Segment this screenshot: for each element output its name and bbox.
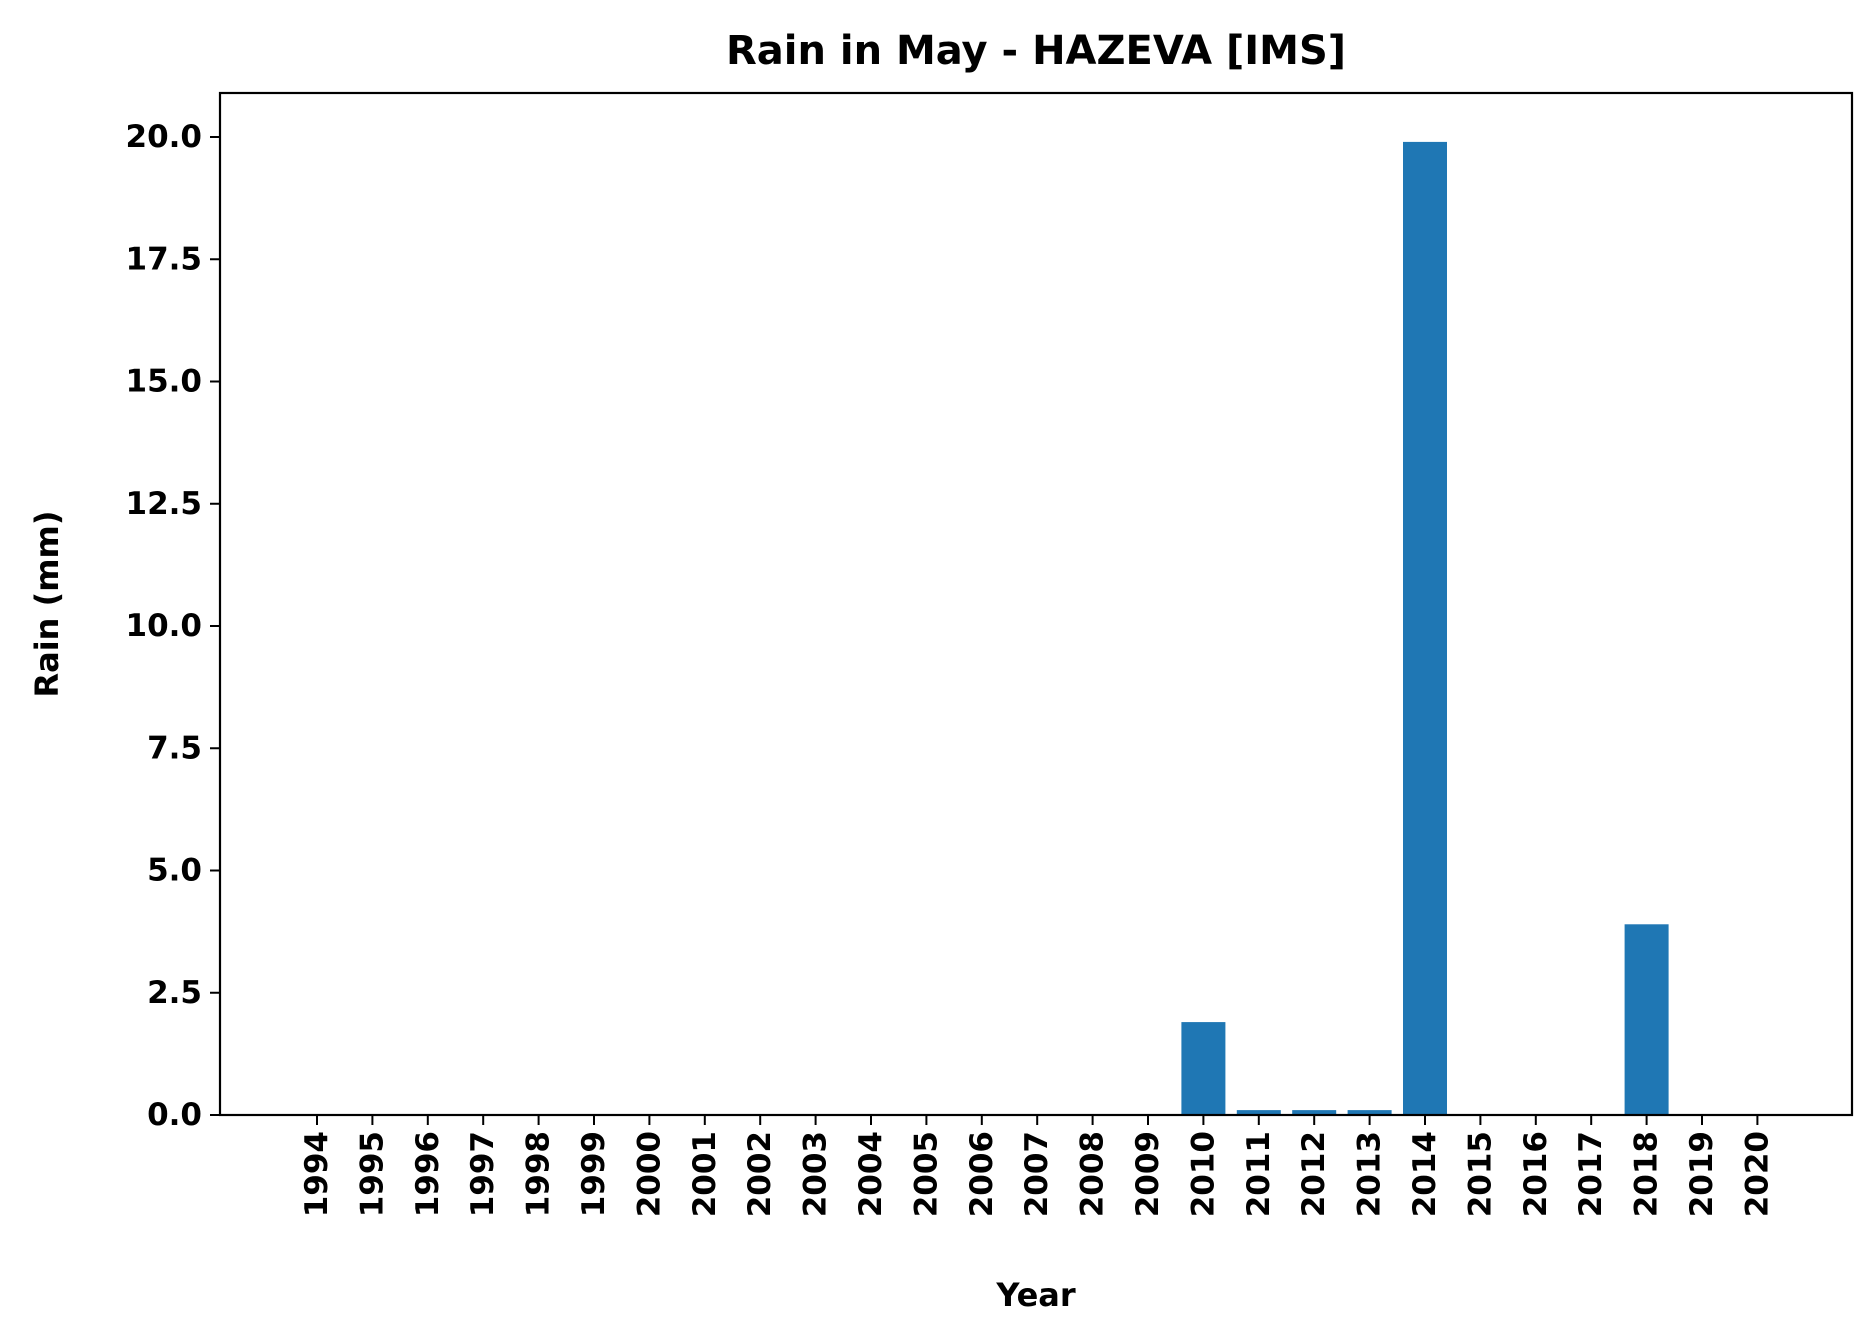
bar-2013 <box>1347 1110 1392 1115</box>
x-tick-label: 2003 <box>798 1131 834 1217</box>
y-tick-label: 0.0 <box>147 1097 202 1133</box>
plot-frame <box>218 91 1854 1117</box>
x-tick-label: 2008 <box>1075 1131 1111 1217</box>
x-tick-label: 2007 <box>1019 1131 1055 1217</box>
y-tick-label: 10.0 <box>126 608 203 644</box>
x-tick-label: 2014 <box>1407 1131 1443 1217</box>
bars-group <box>1181 141 1669 1115</box>
x-tick-label: 2012 <box>1296 1131 1332 1217</box>
y-tick-label: 17.5 <box>126 241 203 277</box>
x-tick-label: 2015 <box>1462 1131 1498 1217</box>
x-tick-label: 1996 <box>410 1131 446 1217</box>
x-tick-label: 2005 <box>908 1131 944 1217</box>
x-axis-label: Year <box>995 1276 1076 1314</box>
y-tick-label: 12.5 <box>126 486 203 522</box>
x-tick-label: 1994 <box>299 1131 335 1217</box>
x-tick-label: 2018 <box>1629 1131 1665 1217</box>
x-tick-label: 1999 <box>576 1131 612 1217</box>
y-tick-label: 2.5 <box>147 975 202 1011</box>
x-tick-label: 2016 <box>1518 1131 1554 1217</box>
y-axis: 0.0 2.5 5.0 7.5 10.0 12.5 15.0 17.5 20.0 <box>126 119 220 1133</box>
x-tick-label: 2004 <box>853 1131 889 1217</box>
bar-2018 <box>1624 924 1669 1115</box>
y-tick-label: 20.0 <box>126 119 203 155</box>
x-tick-label: 2011 <box>1241 1131 1277 1217</box>
chart-title: Rain in May - HAZEVA [IMS] <box>726 28 1346 74</box>
x-tick-label: 2010 <box>1185 1131 1221 1217</box>
x-tick-label: 2013 <box>1352 1131 1388 1217</box>
x-tick-label: 2020 <box>1739 1131 1775 1217</box>
x-tick-label: 1995 <box>354 1131 390 1217</box>
x-tick-label: 2006 <box>964 1131 1000 1217</box>
y-axis-label: Rain (mm) <box>28 510 66 697</box>
bar-2014 <box>1403 141 1447 1115</box>
x-tick-label: 2019 <box>1684 1131 1720 1217</box>
x-tick-label: 2001 <box>687 1131 723 1217</box>
x-tick-label: 2009 <box>1130 1131 1166 1217</box>
x-axis: 1994 1995 1996 1997 1998 1999 2000 2001 2002 2003… <box>299 1115 1775 1217</box>
bar-2010 <box>1181 1022 1226 1115</box>
bar-2011 <box>1236 1110 1281 1115</box>
x-tick-label: 1998 <box>521 1131 557 1217</box>
x-tick-label: 2000 <box>631 1131 667 1217</box>
x-tick-label: 1997 <box>465 1131 501 1217</box>
y-tick-label: 5.0 <box>147 853 202 889</box>
y-tick-label: 15.0 <box>126 364 203 400</box>
x-tick-label: 2017 <box>1573 1131 1609 1217</box>
x-tick-label: 2002 <box>742 1131 778 1217</box>
bar-2012 <box>1292 1110 1337 1115</box>
y-tick-label: 7.5 <box>147 730 202 766</box>
